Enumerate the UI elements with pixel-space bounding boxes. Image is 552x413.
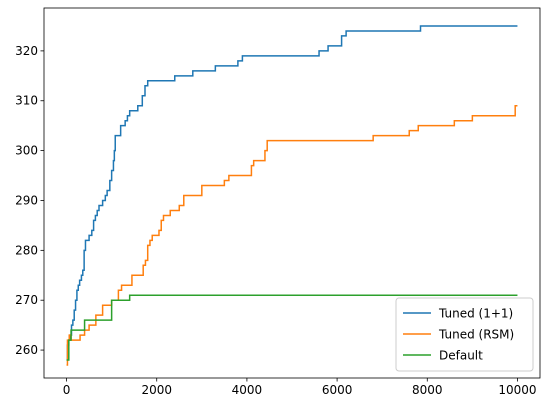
series-line-0	[66, 25, 518, 361]
y-tick-label: 290	[15, 193, 38, 207]
legend-label-2: Default	[439, 349, 483, 363]
x-tick-label: 8000	[412, 383, 443, 397]
y-tick-label: 260	[15, 343, 38, 357]
x-tick-label: 2000	[141, 383, 172, 397]
x-tick-label: 6000	[322, 383, 353, 397]
legend-label-0: Tuned (1+1)	[438, 307, 513, 321]
y-axis: 260 270 280 290 300 310 320	[15, 44, 44, 357]
legend-box	[395, 297, 534, 372]
series-lines	[66, 25, 518, 366]
series-line-2	[66, 294, 518, 361]
x-tick-label: 10000	[498, 383, 536, 397]
x-axis: 0 2000 4000 6000 8000 10000	[63, 378, 537, 397]
y-tick-label: 270	[15, 293, 38, 307]
y-tick-label: 320	[15, 44, 38, 58]
plot-frame	[43, 7, 541, 379]
series-line-1	[66, 104, 518, 366]
x-tick-label: 0	[63, 383, 71, 397]
y-tick-label: 310	[15, 94, 38, 108]
y-tick-label: 300	[15, 144, 38, 158]
legend: Tuned (1+1) Tuned (RSM) Default	[395, 297, 534, 372]
x-tick-label: 4000	[232, 383, 263, 397]
y-tick-label: 280	[15, 243, 38, 257]
legend-label-1: Tuned (RSM)	[438, 328, 514, 342]
